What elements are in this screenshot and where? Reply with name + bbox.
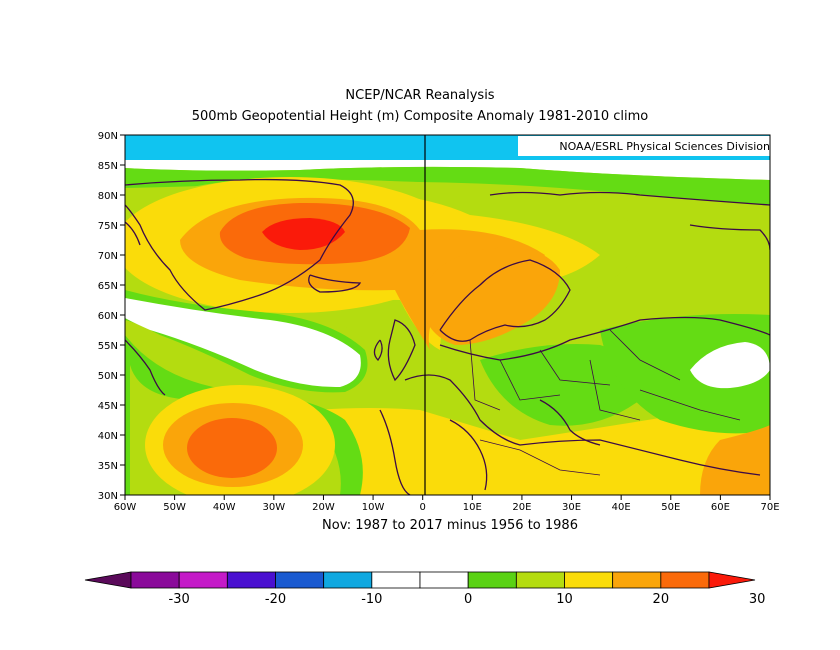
coastlines [125, 178, 770, 495]
colorbar-segment [371, 571, 421, 589]
colorbar-segment [130, 571, 180, 589]
colorbar-label: -30 [169, 592, 190, 607]
field-polar-white [125, 160, 770, 180]
credit-text: NOAA/ESRL Physical Sciences Division [559, 140, 770, 153]
colorbar-label: 10 [556, 592, 573, 607]
longitude-axis: 60W 50W 40W 30W 20W 10W 0 10E 20E 30E 40E 50E 60E 70E [114, 495, 780, 513]
colorbar-arrow-low [84, 571, 132, 589]
borders [469, 329, 741, 476]
lat-label: 70N [98, 251, 118, 262]
lat-label: 75N [98, 221, 118, 232]
field-europe-green [480, 344, 642, 426]
lon-label: 60E [711, 502, 730, 513]
colorbar-segment [467, 571, 517, 589]
colorbar-segment [419, 571, 469, 589]
field-south-darkorange [187, 418, 277, 478]
lat-label: 80N [98, 191, 118, 202]
colorbar-label: 0 [464, 592, 472, 607]
colorbar [84, 571, 756, 589]
lon-label: 50W [163, 502, 186, 513]
lat-label: 45N [98, 401, 118, 412]
colorbar-segment [226, 571, 276, 589]
lat-label: 40N [98, 431, 118, 442]
field-high-red [262, 218, 345, 250]
colorbar-label: -10 [361, 592, 382, 607]
colorbar-segment [660, 571, 710, 589]
period-label: Nov: 1987 to 2017 minus 1956 to 1986 [322, 518, 578, 533]
field-polar-green [125, 166, 770, 205]
lon-label: 30E [562, 502, 581, 513]
colorbar-labels: -30 -20 -10 0 10 20 30 [169, 592, 766, 607]
field-atlantic-white [125, 298, 361, 388]
latitude-axis: 90N 85N 80N 75N 70N 65N 60N 55N 50N 45N 40N 35N 30N [98, 131, 125, 502]
lon-label: 20E [512, 502, 531, 513]
lon-label: 50E [661, 502, 680, 513]
lat-label: 60N [98, 311, 118, 322]
colorbar-label: 30 [749, 592, 766, 607]
lat-label: 55N [98, 341, 118, 352]
lat-label: 35N [98, 461, 118, 472]
colorbar-arrow-high [708, 571, 756, 589]
lon-label: 20W [312, 502, 335, 513]
lon-label: 30W [263, 502, 286, 513]
colorbar-segment [275, 571, 325, 589]
lon-label: 0 [420, 502, 426, 513]
field-east-white [690, 342, 770, 389]
lat-label: 30N [98, 491, 118, 502]
colorbar-label: -20 [265, 592, 286, 607]
field-southeast-orange [700, 425, 770, 495]
lat-label: 90N [98, 131, 118, 142]
lat-label: 85N [98, 161, 118, 172]
lon-label: 10E [463, 502, 482, 513]
colorbar-segment [323, 571, 373, 589]
field-east-green [600, 314, 770, 434]
field-africa-yellow [420, 415, 560, 495]
lon-label: 60W [114, 502, 137, 513]
anomaly-field [125, 135, 770, 495]
colorbar-segment [612, 571, 662, 589]
colorbar-label: 20 [653, 592, 670, 607]
colorbar-segment [178, 571, 228, 589]
map-subtitle: 500mb Geopotential Height (m) Composite … [191, 109, 649, 124]
lon-label: 40W [213, 502, 236, 513]
colorbar-segment [564, 571, 614, 589]
lat-label: 65N [98, 281, 118, 292]
map-title: NCEP/NCAR Reanalysis [345, 88, 495, 103]
lon-label: 10W [362, 502, 385, 513]
lon-label: 40E [612, 502, 631, 513]
credit-box [518, 136, 770, 156]
lat-label: 50N [98, 371, 118, 382]
lon-label: 70E [760, 502, 779, 513]
field-scandinavia-orange [420, 247, 560, 345]
colorbar-segment [515, 571, 565, 589]
